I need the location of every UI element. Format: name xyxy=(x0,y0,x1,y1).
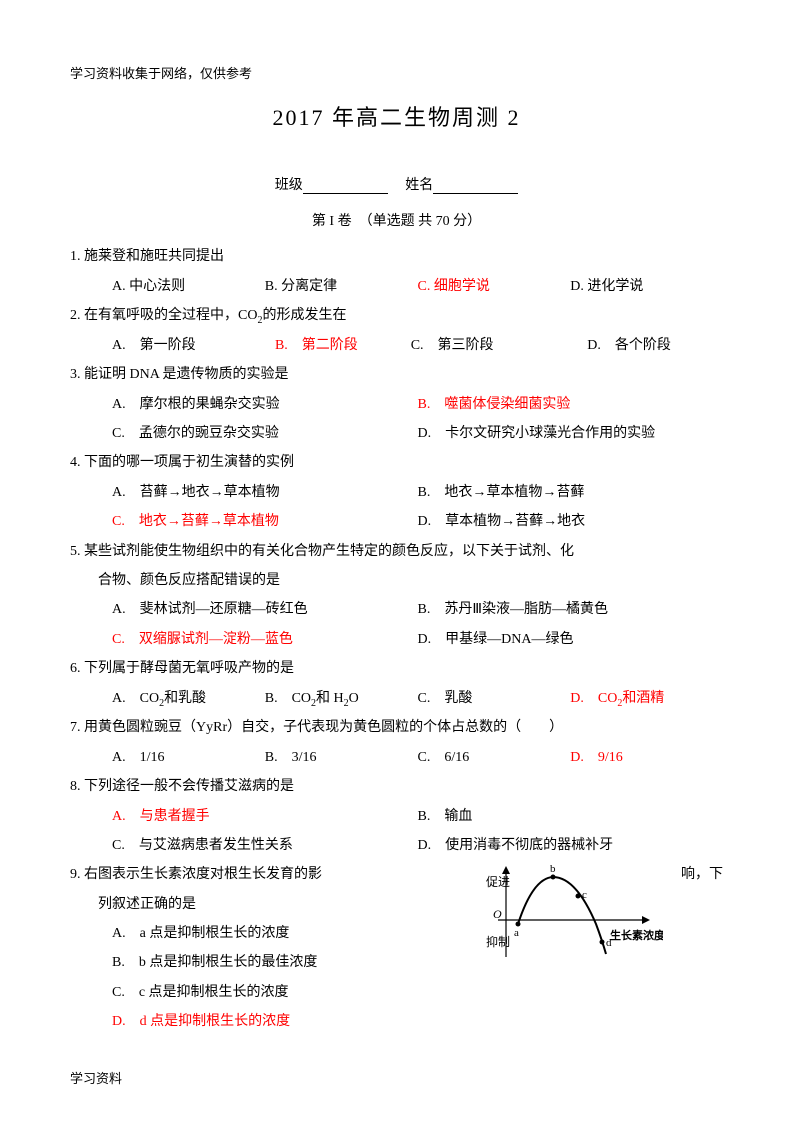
q8-text: 8. 下列途径一般不会传播艾滋病的是 xyxy=(70,772,723,801)
label-c: c xyxy=(582,889,587,901)
question-9: 9. 右图表示生长素浓度对根生长发育的影 响，下 列叙述正确的是 A. a 点是… xyxy=(70,860,723,1036)
point-b xyxy=(551,875,556,880)
q8-c: C. 与艾滋病患者发生性关系 xyxy=(112,831,418,860)
name-blank xyxy=(433,178,518,194)
q4-c: C. 地衣→苔藓→草本植物 xyxy=(112,507,418,536)
q6-b-c: O xyxy=(349,691,359,706)
q6-d-b: 和酒精 xyxy=(622,691,664,706)
q5-options-2: C. 双缩脲试剂—淀粉—蓝色 D. 甲基绿—DNA—绿色 xyxy=(70,625,723,654)
label-b: b xyxy=(550,863,556,875)
q8-d: D. 使用消毒不彻底的器械补牙 xyxy=(418,831,724,860)
q7-options: A. 1/16 B. 3/16 C. 6/16 D. 9/16 xyxy=(70,743,723,772)
q4-text: 4. 下面的哪一项属于初生演替的实例 xyxy=(70,448,723,477)
point-a xyxy=(516,922,521,927)
q1-b: B. 分离定律 xyxy=(265,272,418,301)
q8-options-2: C. 与艾滋病患者发生性关系 D. 使用消毒不彻底的器械补牙 xyxy=(70,831,723,860)
curve xyxy=(518,877,606,954)
q5-options-1: A. 斐林试剂—还原糖—砖红色 B. 苏丹Ⅲ染液—脂肪—橘黄色 xyxy=(70,595,723,624)
q2-c: C. 第三阶段 xyxy=(411,331,588,360)
q7-d: D. 9/16 xyxy=(570,743,723,772)
q2-text-a: 2. 在有氧呼吸的全过程中，CO xyxy=(70,308,257,323)
class-label: 班级 xyxy=(275,178,303,193)
q2-options: A. 第一阶段 B. 第二阶段 C. 第三阶段 D. 各个阶段 xyxy=(70,331,723,360)
q1-a: A. 中心法则 xyxy=(112,272,265,301)
y-bottom-label: 抑制 xyxy=(486,934,510,949)
q4-options-2: C. 地衣→苔藓→草本植物 D. 草本植物→苔藓→地衣 xyxy=(70,507,723,536)
q6-b: B. CO2和 H2O xyxy=(265,684,418,714)
q5-a: A. 斐林试剂—还原糖—砖红色 xyxy=(112,595,418,624)
q1-text: 1. 施莱登和施旺共同提出 xyxy=(70,242,723,271)
q3-b: B. 噬菌体侵染细菌实验 xyxy=(418,390,724,419)
footer: 学习资料 xyxy=(70,1065,122,1092)
q7-b: B. 3/16 xyxy=(265,743,418,772)
section-label: 第 I 卷 （单选题 共 70 分） xyxy=(70,207,723,236)
point-d xyxy=(600,940,605,945)
q9-text1a: 9. 右图表示生长素浓度对根生长发育的影 xyxy=(70,860,322,889)
q8-a: A. 与患者握手 xyxy=(112,802,418,831)
x-label: 生长素浓度 xyxy=(610,928,663,942)
q7-a: A. 1/16 xyxy=(112,743,265,772)
q6-d-a: D. CO xyxy=(570,691,617,706)
q6-b-a: B. CO xyxy=(265,691,311,706)
q5-text1: 5. 某些试剂能使生物组织中的有关化合物产生特定的颜色反应，以下关于试剂、化 xyxy=(70,537,723,566)
q8-options-1: A. 与患者握手 B. 输血 xyxy=(70,802,723,831)
q6-d: D. CO2和酒精 xyxy=(570,684,723,714)
question-1: 1. 施莱登和施旺共同提出 A. 中心法则 B. 分离定律 C. 细胞学说 D.… xyxy=(70,242,723,301)
q3-c: C. 孟德尔的豌豆杂交实验 xyxy=(112,419,418,448)
q6-a-a: A. CO xyxy=(112,691,159,706)
x-axis-arrow-icon xyxy=(642,916,650,924)
q4-options-1: A. 苔藓→地衣→草本植物 B. 地衣→草本植物→苔藓 xyxy=(70,478,723,507)
q5-b: B. 苏丹Ⅲ染液—脂肪—橘黄色 xyxy=(418,595,724,624)
q4-b: B. 地衣→草本植物→苔藓 xyxy=(418,478,724,507)
q9-chart-svg: 促进 抑制 O a b c d 生长素浓度 xyxy=(478,862,663,982)
y-top-label: 促进 xyxy=(486,875,510,889)
question-3: 3. 能证明 DNA 是遗传物质的实验是 A. 摩尔根的果蝇杂交实验 B. 噬菌… xyxy=(70,360,723,448)
question-7: 7. 用黄色圆粒豌豆（YyRr）自交，子代表现为黄色圆粒的个体占总数的（ ） A… xyxy=(70,713,723,772)
q9-d: D. d 点是抑制根生长的浓度 xyxy=(70,1007,723,1036)
q9-chart: 促进 抑制 O a b c d 生长素浓度 xyxy=(478,862,663,982)
q7-text: 7. 用黄色圆粒豌豆（YyRr）自交，子代表现为黄色圆粒的个体占总数的（ ） xyxy=(70,713,723,742)
q2-a: A. 第一阶段 xyxy=(112,331,275,360)
point-c xyxy=(576,894,581,899)
q6-b-b: 和 H xyxy=(316,691,344,706)
q6-a: A. CO2和乳酸 xyxy=(112,684,265,714)
label-a: a xyxy=(514,927,519,939)
q4-d: D. 草本植物→苔藓→地衣 xyxy=(418,507,724,536)
q5-d: D. 甲基绿—DNA—绿色 xyxy=(418,625,724,654)
q6-text: 6. 下列属于酵母菌无氧呼吸产物的是 xyxy=(70,654,723,683)
q2-text-b: 的形成发生在 xyxy=(262,308,346,323)
q7-c: C. 6/16 xyxy=(418,743,571,772)
q5-c: C. 双缩脲试剂—淀粉—蓝色 xyxy=(112,625,418,654)
q1-d: D. 进化学说 xyxy=(570,272,723,301)
class-blank xyxy=(303,178,388,194)
question-4: 4. 下面的哪一项属于初生演替的实例 A. 苔藓→地衣→草本植物 B. 地衣→草… xyxy=(70,448,723,536)
q5-text2: 合物、颜色反应搭配错误的是 xyxy=(70,566,723,595)
q6-options: A. CO2和乳酸 B. CO2和 H2O C. 乳酸 D. CO2和酒精 xyxy=(70,684,723,714)
q3-a: A. 摩尔根的果蝇杂交实验 xyxy=(112,390,418,419)
question-6: 6. 下列属于酵母菌无氧呼吸产物的是 A. CO2和乳酸 B. CO2和 H2O… xyxy=(70,654,723,713)
origin-label: O xyxy=(493,907,502,921)
header-note: 学习资料收集于网络，仅供参考 xyxy=(70,60,723,87)
q2-b: B. 第二阶段 xyxy=(275,331,411,360)
q4-a: A. 苔藓→地衣→草本植物 xyxy=(112,478,418,507)
name-label: 姓名 xyxy=(405,178,433,193)
student-info-row: 班级 姓名 xyxy=(70,171,723,200)
q3-options-1: A. 摩尔根的果蝇杂交实验 B. 噬菌体侵染细菌实验 xyxy=(70,390,723,419)
q9-text1b: 响，下 xyxy=(681,860,723,889)
question-8: 8. 下列途径一般不会传播艾滋病的是 A. 与患者握手 B. 输血 C. 与艾滋… xyxy=(70,772,723,860)
question-5: 5. 某些试剂能使生物组织中的有关化合物产生特定的颜色反应，以下关于试剂、化 合… xyxy=(70,537,723,655)
q6-c: C. 乳酸 xyxy=(418,684,571,714)
y-axis-arrow-icon xyxy=(502,866,510,874)
q8-b: B. 输血 xyxy=(418,802,724,831)
q2-d: D. 各个阶段 xyxy=(587,331,723,360)
q6-a-b: 和乳酸 xyxy=(164,691,206,706)
page-title: 2017 年高二生物周测 2 xyxy=(70,95,723,141)
q3-d: D. 卡尔文研究小球藻光合作用的实验 xyxy=(418,419,724,448)
q3-text: 3. 能证明 DNA 是遗传物质的实验是 xyxy=(70,360,723,389)
q2-text: 2. 在有氧呼吸的全过程中，CO2的形成发生在 xyxy=(70,301,723,331)
q1-c: C. 细胞学说 xyxy=(418,272,571,301)
question-2: 2. 在有氧呼吸的全过程中，CO2的形成发生在 A. 第一阶段 B. 第二阶段 … xyxy=(70,301,723,360)
q3-options-2: C. 孟德尔的豌豆杂交实验 D. 卡尔文研究小球藻光合作用的实验 xyxy=(70,419,723,448)
q1-options: A. 中心法则 B. 分离定律 C. 细胞学说 D. 进化学说 xyxy=(70,272,723,301)
